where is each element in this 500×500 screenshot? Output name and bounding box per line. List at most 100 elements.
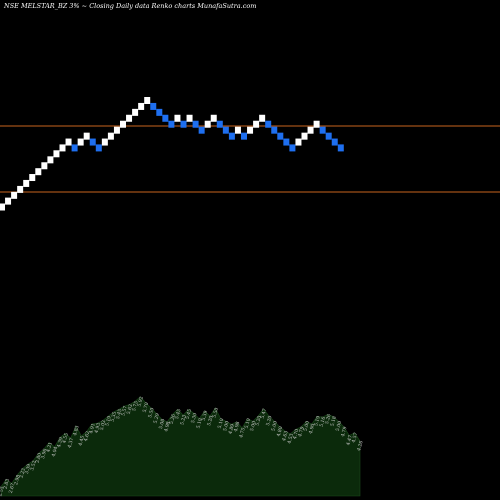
renko-brick-up <box>35 168 42 176</box>
volume-label: 4.80 <box>276 426 284 438</box>
volume-label: 5.00 <box>335 420 343 432</box>
volume-label: 5.70 <box>142 402 150 414</box>
volume-label: 4.90 <box>308 423 316 435</box>
volume-label: 5.00 <box>303 420 311 432</box>
volume-label: 4.98 <box>163 421 171 433</box>
renko-brick-up <box>186 114 193 122</box>
renko-brick-up <box>23 179 30 187</box>
volume-label: 5.29 <box>153 413 161 425</box>
renko-brick-down <box>283 138 290 146</box>
renko-brick-up <box>204 120 211 128</box>
volume-label: 4.83 <box>72 425 80 437</box>
volume-label: 5.45 <box>174 408 182 420</box>
level-lines <box>0 125 500 193</box>
renko-brick-up <box>59 144 66 152</box>
renko-brick-down <box>289 144 296 152</box>
volume-label: 5.20 <box>206 415 214 427</box>
chart-title: NSE MELSTAR_BZ 3% ~ Closing Daily data R… <box>3 2 256 10</box>
renko-brick-down <box>271 126 278 134</box>
volume-label: 5.08 <box>158 418 166 430</box>
volume-label: 5.20 <box>265 415 273 427</box>
volume-label: 5.23 <box>179 414 187 426</box>
volume-label: 4.04 <box>51 446 59 458</box>
volume-label: 2.83 <box>2 478 10 490</box>
renko-brick-up <box>107 132 114 140</box>
volume-label: 5.19 <box>104 415 112 427</box>
volume-label: 5.00 <box>270 420 278 432</box>
volume-label: 5.10 <box>195 418 203 430</box>
renko-brick-down <box>277 132 284 140</box>
renko-brick-up <box>101 138 108 146</box>
volume-label: 5.63 <box>126 404 134 416</box>
renko-brick-down <box>216 120 223 128</box>
renko-brick-down <box>150 102 157 110</box>
volume-label: 4.93 <box>94 422 102 434</box>
renko-brick-down <box>180 120 187 128</box>
volume-label: 2.55 <box>0 486 6 498</box>
volume-label: 5.92 <box>136 396 144 408</box>
renko-brick-up <box>259 114 266 122</box>
volume-label: 4.57 <box>351 432 359 444</box>
volume-label: 4.79 <box>297 426 305 438</box>
volume-label: 5.16 <box>319 416 327 428</box>
renko-brick-down <box>319 126 326 134</box>
renko-brick-up <box>83 132 90 140</box>
renko-brick-up <box>65 138 72 146</box>
renko-brick-up <box>29 174 36 182</box>
renko-brick-down <box>192 120 199 128</box>
volume-panel: 2.552.832.672.983.233.393.523.803.964.21… <box>0 396 365 497</box>
volume-label: 4.39 <box>56 437 64 449</box>
volume-label: 5.00 <box>222 420 230 432</box>
volume-label: 5.57 <box>120 405 128 417</box>
volume-label: 4.91 <box>88 423 96 435</box>
volume-label: 4.63 <box>281 430 289 442</box>
renko-brick-up <box>234 126 241 134</box>
renko-brick-down <box>95 144 102 152</box>
volume-label: 4.98 <box>233 421 241 433</box>
volume-label: 5.45 <box>115 408 123 420</box>
volume-label: 3.52 <box>29 460 37 472</box>
renko-brick-down <box>331 138 338 146</box>
volume-label: 5.19 <box>313 415 321 427</box>
volume-label: 5.26 <box>169 413 177 425</box>
volume-label: 5.20 <box>254 415 262 427</box>
volume-label: 2.98 <box>13 474 21 486</box>
volume-label: 5.45 <box>185 408 193 420</box>
renko-brick-up <box>253 120 260 128</box>
renko-brick-up <box>126 114 133 122</box>
volume-label: 4.79 <box>340 426 348 438</box>
volume-label: 5.10 <box>217 418 225 430</box>
renko-brick-down <box>228 132 235 140</box>
volume-label: 5.03 <box>99 420 107 432</box>
volume-label: 3.23 <box>19 468 27 480</box>
volume-label: 5.18 <box>329 416 337 428</box>
volume-area <box>0 396 361 497</box>
volume-label: 5.00 <box>249 420 257 432</box>
renko-brick-down <box>325 132 332 140</box>
renko-brick-up <box>47 156 54 164</box>
volume-label: 5.75 <box>131 400 139 412</box>
renko-brick-up <box>41 162 48 170</box>
volume-label: 4.26 <box>356 440 364 452</box>
renko-brick-up <box>17 185 24 193</box>
volume-label: 5.50 <box>147 407 155 419</box>
volume-label: 2.67 <box>8 482 16 494</box>
volume-label: 3.39 <box>24 463 32 475</box>
volume-label: 4.53 <box>286 433 294 445</box>
volume-label: 4.70 <box>292 428 300 440</box>
renko-brick-up <box>120 120 126 128</box>
volume-label: 5.39 <box>201 410 209 422</box>
renko-brick-down <box>156 108 163 116</box>
volume-label: 4.55 <box>61 432 69 444</box>
volume-label: 5.35 <box>110 411 118 423</box>
renko-brick-up <box>5 197 12 205</box>
renko-brick-up <box>174 114 181 122</box>
renko-brick-up <box>53 150 60 158</box>
renko-brick-down <box>89 138 96 146</box>
renko-brick-down <box>222 126 229 134</box>
volume-label: 4.45 <box>78 435 86 447</box>
renko-brick-down <box>198 126 205 134</box>
renko-brick-down <box>241 132 247 140</box>
renko-brick-up <box>295 138 302 146</box>
